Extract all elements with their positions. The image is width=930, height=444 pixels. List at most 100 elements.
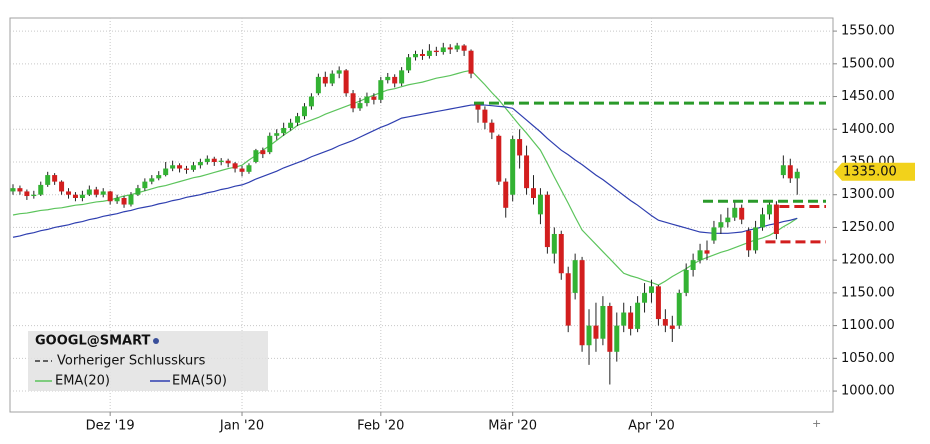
candle-body [79, 194, 85, 198]
candle-body [510, 139, 516, 195]
candle-body [489, 122, 495, 133]
y-tick-label: 1050.00 [841, 351, 895, 366]
last-price-tag [834, 162, 915, 181]
y-tick-label: 1550.00 [841, 24, 895, 39]
grid [10, 18, 833, 412]
candle-body [413, 53, 419, 58]
y-tick-label: 1000.00 [841, 384, 895, 399]
candle-body [170, 165, 176, 169]
candle-body [732, 207, 738, 218]
ema-line [12, 104, 798, 238]
candle-body [24, 191, 30, 197]
candle-body [378, 80, 384, 100]
candle-body [253, 150, 259, 162]
candle-body [10, 188, 16, 192]
candle-body [426, 50, 432, 56]
y-tick-label: 1100.00 [841, 318, 895, 333]
legend-label: EMA(50) [172, 374, 227, 389]
candle-body [482, 109, 488, 123]
ema-line [12, 69, 798, 286]
candle-body [86, 189, 92, 195]
candle-body [760, 214, 766, 228]
candle-body [343, 70, 349, 94]
candle-body [690, 260, 696, 270]
candle-body [780, 165, 786, 176]
candle-body [406, 57, 412, 71]
candle-body [135, 188, 141, 195]
candle-body [371, 96, 377, 100]
candle-body [17, 188, 23, 192]
candle-body [281, 127, 287, 134]
candle-body [433, 50, 439, 53]
marks [10, 42, 826, 385]
candle-body [642, 292, 648, 303]
candle-body [267, 135, 273, 153]
legend-title: GOOGL@SMART [35, 334, 151, 349]
x-tick-label: Feb '20 [357, 419, 404, 434]
candle-body [399, 70, 405, 84]
candle-body [718, 222, 724, 228]
add-icon[interactable]: + [812, 417, 821, 430]
candle-body [593, 325, 599, 339]
candle-body [163, 168, 169, 176]
candle-body [697, 250, 703, 261]
candle-body [635, 302, 641, 329]
legend: GOOGL@SMART Vorheriger Schlusskurs EMA(2… [28, 331, 268, 391]
candle-body [739, 207, 745, 220]
candle-body [308, 96, 314, 107]
candle-body [93, 189, 99, 195]
candle-body [711, 227, 717, 241]
candle-body [766, 204, 772, 215]
candle-body [197, 161, 203, 166]
candle-body [773, 204, 779, 234]
candle-body [558, 233, 564, 274]
candle-body [614, 325, 620, 352]
candle-body [107, 191, 113, 202]
candle-body [52, 175, 58, 182]
candle-body [31, 194, 37, 197]
candle-body [142, 181, 148, 189]
candle-body [537, 194, 543, 215]
candle-body [190, 165, 196, 170]
candle-body [364, 96, 370, 104]
y-tick-label: 1150.00 [841, 285, 895, 300]
candle-body [454, 45, 460, 50]
candle-body [315, 76, 321, 94]
candle-body [246, 165, 252, 172]
candle-body [503, 181, 509, 208]
candle-body [128, 194, 134, 205]
candle-body [204, 158, 210, 162]
candle-body [524, 155, 530, 189]
candle-body [794, 171, 800, 179]
candle-body [655, 286, 661, 320]
x-tick-label: Dez '19 [86, 419, 135, 434]
candle-body [544, 194, 550, 248]
candle-body [468, 50, 474, 74]
candle-body [496, 135, 502, 182]
candle-body [676, 292, 682, 326]
candle-body [350, 93, 356, 109]
candle-body [392, 76, 398, 84]
candle-body [517, 139, 523, 156]
x-tick-label: Jan '20 [219, 419, 264, 434]
candle-body [336, 70, 342, 74]
candle-body [551, 233, 557, 254]
candle-body [225, 160, 231, 164]
candle-body [149, 178, 155, 182]
candle-body [648, 286, 654, 293]
candle-body [725, 217, 731, 223]
y-tick-label: 1250.00 [841, 220, 895, 235]
candle-body [579, 260, 585, 346]
candle-body [156, 175, 162, 179]
candle-body [239, 168, 245, 172]
y-tick-label: 1500.00 [841, 56, 895, 71]
last-price-label: 1335.00 [843, 164, 897, 179]
candle-body [475, 103, 481, 110]
y-tick-label: 1400.00 [841, 122, 895, 137]
candle-body [66, 191, 72, 195]
candle-body [628, 312, 634, 329]
candle-body [662, 319, 668, 326]
y-tick-label: 1200.00 [841, 253, 895, 268]
candle-body [301, 106, 307, 117]
